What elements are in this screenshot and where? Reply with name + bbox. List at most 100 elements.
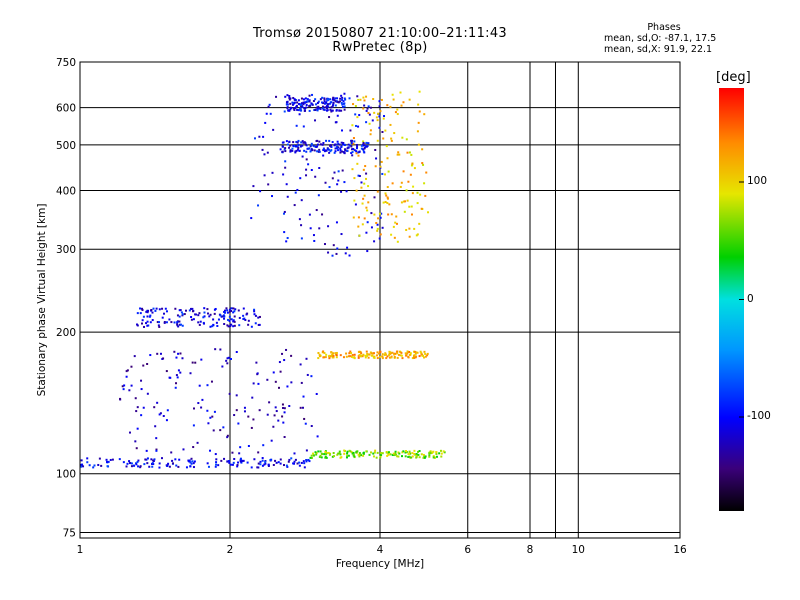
echo-point (332, 97, 335, 100)
echo-point (228, 319, 231, 322)
echo-point (161, 307, 164, 310)
echo-point (377, 112, 380, 115)
echo-point (214, 348, 217, 351)
echo-point (397, 451, 400, 454)
echo-point (304, 97, 307, 100)
echo-point (331, 455, 334, 458)
echo-point (261, 459, 264, 462)
echo-point (214, 307, 217, 310)
y-tick-label: 200 (56, 327, 76, 339)
echo-point (155, 448, 158, 451)
echo-point (357, 453, 360, 456)
echo-point (290, 354, 293, 357)
echo-point (111, 458, 114, 461)
echo-point (415, 453, 418, 456)
echo-point (368, 453, 371, 456)
echo-point (235, 351, 238, 354)
echo-point (230, 309, 233, 312)
echo-point (226, 357, 229, 360)
echo-point (417, 103, 420, 106)
echo-point (355, 147, 358, 150)
echo-point (387, 451, 390, 454)
echo-point (305, 158, 308, 161)
echo-point (313, 145, 316, 148)
echo-point (277, 461, 280, 464)
echo-point (246, 461, 249, 464)
echo-point (272, 371, 275, 374)
echo-point (176, 376, 179, 379)
echo-point (325, 102, 328, 105)
echo-point (259, 463, 262, 466)
echo-point (146, 315, 149, 318)
gridlines (80, 62, 680, 538)
echo-point (368, 122, 371, 125)
echo-point (348, 352, 351, 355)
echo-point (253, 313, 256, 316)
echo-point (324, 181, 327, 184)
echo-point (337, 170, 340, 173)
echo-point (337, 101, 340, 104)
echo-point (263, 153, 266, 156)
echo-point (418, 449, 421, 452)
echo-point (347, 146, 350, 149)
echo-point (157, 324, 160, 327)
echo-point (367, 201, 370, 204)
echo-point (358, 350, 361, 353)
echo-point (238, 452, 241, 455)
echo-point (229, 358, 232, 361)
echo-point (331, 177, 334, 180)
echo-point (264, 121, 267, 124)
echo-point (272, 128, 275, 131)
echo-point (140, 322, 143, 325)
echo-point (386, 355, 389, 358)
echo-point (139, 312, 142, 315)
echo-point (258, 315, 261, 318)
echo-point (328, 357, 331, 360)
echo-point (332, 356, 335, 359)
echo-point (310, 142, 313, 145)
echo-point (97, 463, 100, 466)
echo-point (341, 150, 344, 153)
echo-point (213, 410, 216, 413)
echo-point (229, 325, 232, 328)
echo-point (358, 455, 361, 458)
echo-point (253, 458, 256, 461)
echo-point (149, 354, 152, 357)
echo-point (396, 113, 399, 116)
echo-point (440, 452, 443, 455)
echo-point (374, 148, 377, 151)
echo-point (358, 150, 361, 153)
echo-point (360, 186, 363, 189)
echo-point (257, 204, 260, 207)
echo-point (297, 143, 300, 146)
echo-point (341, 98, 344, 101)
echo-point (288, 96, 291, 99)
echo-point (217, 464, 220, 467)
echo-point (229, 463, 232, 466)
echo-point (402, 170, 405, 173)
echo-point (325, 101, 328, 104)
echo-point (192, 446, 195, 449)
echo-point (330, 145, 333, 148)
echo-point (343, 97, 346, 100)
echo-point (353, 149, 356, 152)
echo-point (357, 154, 360, 157)
echo-point (151, 311, 154, 314)
echo-point (420, 353, 423, 356)
echo-point (283, 231, 286, 234)
echo-point (341, 169, 344, 172)
echo-point (158, 466, 161, 469)
echo-point (358, 114, 361, 117)
echo-point (306, 98, 309, 101)
echo-point (209, 313, 212, 316)
echo-point (353, 353, 356, 356)
echo-point (324, 102, 327, 105)
echo-point (335, 221, 338, 224)
echo-point (400, 351, 403, 354)
phase-stats-header: Phases (647, 22, 681, 33)
echo-point (192, 424, 195, 427)
echo-point (400, 354, 403, 357)
echo-point (358, 234, 361, 237)
echo-point (318, 140, 321, 143)
echo-point (339, 100, 342, 103)
